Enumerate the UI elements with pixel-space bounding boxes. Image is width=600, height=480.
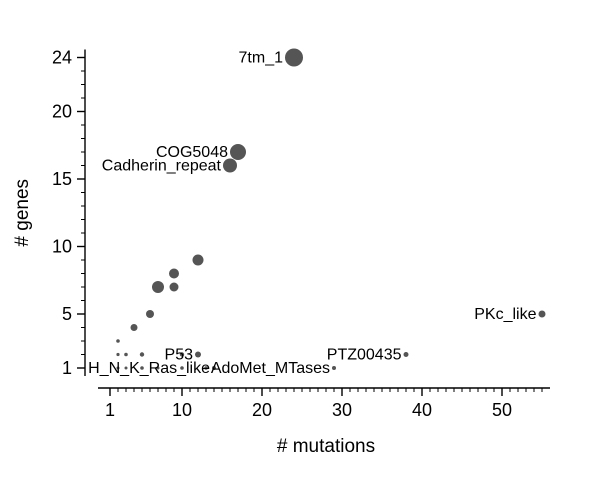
data-point [116, 366, 120, 370]
point-label: 7tm_1 [239, 50, 284, 67]
data-point [124, 352, 128, 357]
x-tick-label: 20 [252, 400, 272, 420]
point-label: P53 [165, 347, 194, 364]
point-label: Cadherin_repeat [102, 158, 222, 175]
data-point [230, 144, 246, 160]
point-label: AdoMet_MTases [211, 360, 330, 377]
data-point [169, 282, 179, 292]
data-point [169, 268, 179, 279]
point-label: COG5048 [156, 144, 228, 161]
point-label: PTZ00435 [327, 347, 402, 364]
point-label: H_N_K_Ras_like [88, 360, 210, 377]
y-tick-label: 15 [52, 169, 72, 189]
y-tick-label: 10 [52, 237, 72, 257]
data-point [124, 366, 128, 370]
x-tick-label: 10 [172, 400, 192, 420]
point-label: PKc_like [474, 306, 536, 323]
data-point [212, 366, 216, 370]
y-tick-label: 1 [62, 358, 72, 378]
data-point [403, 352, 409, 357]
y-axis-title: # genes [12, 179, 33, 247]
data-point [192, 254, 204, 266]
y-tick-label: 20 [52, 102, 72, 122]
y-tick-label: 24 [52, 48, 72, 68]
data-point [332, 366, 336, 370]
data-point [285, 48, 303, 67]
data-point [140, 366, 144, 370]
data-point [116, 339, 120, 343]
x-axis-title: # mutations [277, 436, 375, 457]
y-tick-label: 5 [62, 304, 72, 324]
data-point [152, 281, 164, 293]
data-point [146, 310, 154, 318]
data-point [195, 351, 201, 358]
data-point [179, 352, 185, 357]
x-tick-label: 40 [412, 400, 432, 420]
x-tick-label: 1 [105, 400, 115, 420]
x-tick-label: 30 [332, 400, 352, 420]
x-tick-label: 50 [492, 400, 512, 420]
data-point [139, 352, 145, 357]
data-point [130, 324, 138, 331]
data-point [538, 310, 546, 318]
data-point [180, 366, 184, 370]
data-point [223, 158, 237, 173]
data-point [116, 352, 120, 357]
data-point [204, 366, 208, 370]
data-point [156, 366, 160, 370]
